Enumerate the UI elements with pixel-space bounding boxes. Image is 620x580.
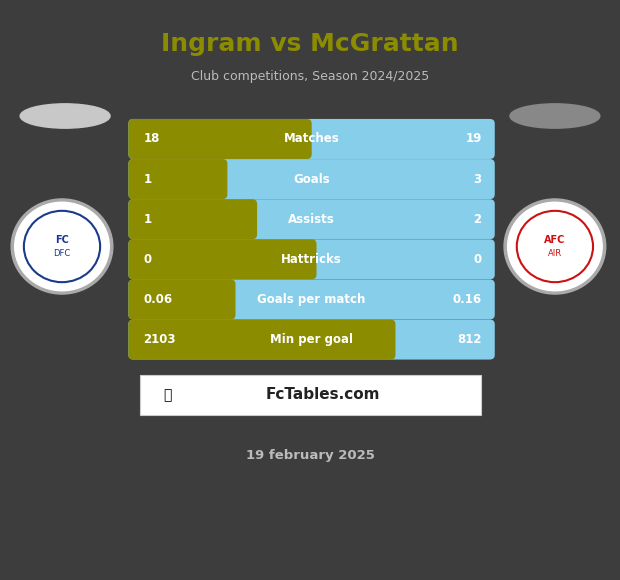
FancyBboxPatch shape xyxy=(128,280,495,320)
Text: Assists: Assists xyxy=(288,213,335,226)
Text: Min per goal: Min per goal xyxy=(270,333,353,346)
Text: FcTables.com: FcTables.com xyxy=(265,387,379,403)
Text: 18: 18 xyxy=(143,132,159,146)
FancyBboxPatch shape xyxy=(128,159,495,199)
FancyBboxPatch shape xyxy=(128,320,396,360)
Text: 0: 0 xyxy=(143,253,151,266)
FancyBboxPatch shape xyxy=(128,320,495,360)
Text: FC: FC xyxy=(55,234,69,245)
Text: Goals: Goals xyxy=(293,173,330,186)
Text: Matches: Matches xyxy=(284,132,339,146)
FancyBboxPatch shape xyxy=(128,199,257,239)
FancyBboxPatch shape xyxy=(128,240,495,280)
Text: AIR: AIR xyxy=(548,249,562,258)
Circle shape xyxy=(15,202,109,291)
Text: 📊: 📊 xyxy=(163,388,172,402)
Text: 19 february 2025: 19 february 2025 xyxy=(246,449,374,462)
Text: 2: 2 xyxy=(474,213,482,226)
Text: 3: 3 xyxy=(474,173,482,186)
FancyBboxPatch shape xyxy=(128,119,312,159)
Text: AFC: AFC xyxy=(544,234,565,245)
Text: 1: 1 xyxy=(143,173,151,186)
Text: DFC: DFC xyxy=(53,249,71,258)
Text: 19: 19 xyxy=(466,132,482,146)
Text: Hattricks: Hattricks xyxy=(281,253,342,266)
Text: 2103: 2103 xyxy=(143,333,175,346)
Text: Ingram vs McGrattan: Ingram vs McGrattan xyxy=(161,31,459,56)
Ellipse shape xyxy=(20,104,110,128)
Text: 0.16: 0.16 xyxy=(453,293,482,306)
FancyBboxPatch shape xyxy=(128,240,316,280)
Text: 812: 812 xyxy=(457,333,482,346)
FancyBboxPatch shape xyxy=(128,119,495,159)
Text: 0: 0 xyxy=(474,253,482,266)
Circle shape xyxy=(11,199,113,294)
Text: 0.06: 0.06 xyxy=(143,293,172,306)
FancyBboxPatch shape xyxy=(128,280,236,320)
Text: 1: 1 xyxy=(143,213,151,226)
FancyBboxPatch shape xyxy=(128,159,228,199)
FancyBboxPatch shape xyxy=(140,375,480,415)
Text: Goals per match: Goals per match xyxy=(257,293,366,306)
Circle shape xyxy=(504,199,606,294)
Text: Club competitions, Season 2024/2025: Club competitions, Season 2024/2025 xyxy=(191,70,429,83)
FancyBboxPatch shape xyxy=(128,199,495,239)
Circle shape xyxy=(508,202,602,291)
Ellipse shape xyxy=(510,104,600,128)
